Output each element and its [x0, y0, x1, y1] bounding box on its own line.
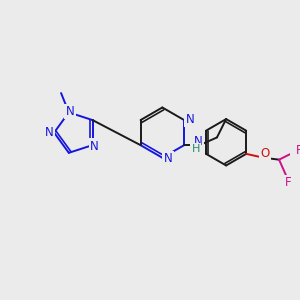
Text: N: N [45, 126, 54, 139]
Text: N: N [185, 112, 194, 126]
Text: N: N [164, 152, 172, 165]
Text: O: O [260, 147, 269, 161]
Text: F: F [284, 176, 291, 189]
Text: N: N [194, 135, 203, 148]
Text: H: H [191, 144, 200, 154]
Text: F: F [296, 145, 300, 158]
Text: N: N [90, 140, 99, 153]
Text: N: N [65, 105, 74, 118]
